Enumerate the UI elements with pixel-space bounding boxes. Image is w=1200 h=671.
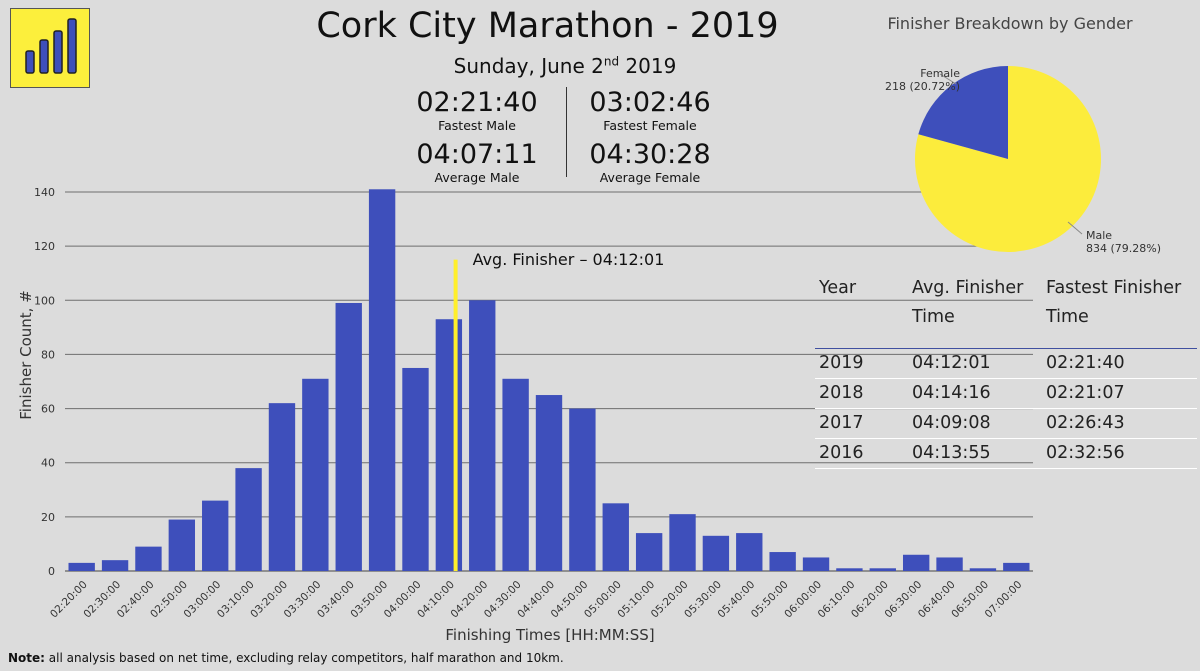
bar (368, 189, 396, 572)
x-tick-label: 07:00:00 (983, 579, 1025, 621)
fastest-male-kpi: 02:21:40 Fastest Male (407, 88, 547, 134)
y-tick-label: 0 (48, 565, 55, 578)
bar (302, 378, 329, 571)
bar (836, 568, 863, 571)
column-header-fastest-time: Fastest Finisher Time (1046, 274, 1197, 349)
bar (936, 557, 963, 571)
kpi-value: 03:02:46 (589, 87, 711, 118)
male-slice-label: Male 834 (79.28%) (1086, 229, 1162, 255)
female-slice-label: Female 218 (20.72%) (884, 67, 960, 93)
bar (268, 403, 296, 571)
kpi-value: 04:07:11 (416, 139, 538, 170)
y-tick-label: 80 (41, 348, 55, 361)
bar (669, 514, 696, 571)
table-cell: 02:32:56 (1046, 438, 1197, 469)
table-cell: 04:12:01 (912, 348, 1046, 379)
table-cell: 02:26:43 (1046, 408, 1197, 439)
average-male-kpi: 04:07:11 Average Male (407, 140, 547, 186)
bar (435, 319, 463, 571)
table-cell: 2019 (815, 348, 912, 379)
y-axis-title: Finisher Count, # (17, 290, 35, 420)
fastest-female-kpi: 03:02:46 Fastest Female (580, 88, 720, 134)
pie-slice-female (918, 66, 1008, 159)
male-leader-line (1067, 221, 1083, 235)
table-cell: 02:21:07 (1046, 378, 1197, 409)
bar (402, 367, 429, 571)
female-leader-line (939, 73, 957, 85)
bar-chart-logo-icon (10, 8, 90, 88)
y-tick-label: 100 (34, 294, 55, 307)
bar (802, 557, 830, 571)
table-row: 2018 04:14:16 02:21:07 (815, 378, 1197, 409)
table-cell: 2016 (815, 438, 912, 469)
y-tick-label: 140 (34, 186, 55, 199)
y-tick-label: 20 (41, 511, 55, 524)
table-row: 2016 04:13:55 02:32:56 (815, 438, 1197, 469)
history-table: Year Avg. Finisher Time Fastest Finisher… (815, 274, 1197, 469)
kpi-divider (566, 87, 567, 177)
bar (869, 568, 896, 571)
kpi-label: Fastest Female (603, 118, 697, 133)
column-header-year: Year (815, 274, 912, 349)
x-axis-title: Finishing Times [HH:MM:SS] (445, 626, 654, 644)
gender-pie-chart (915, 66, 1101, 252)
bar (569, 408, 596, 571)
kpi-label: Fastest Male (438, 118, 516, 133)
average-female-kpi: 04:30:28 Average Female (580, 140, 720, 186)
bar (736, 533, 763, 571)
table-cell: 2018 (815, 378, 912, 409)
page-subtitle: Sunday, June 2nd 2019 (453, 54, 677, 78)
table-cell: 04:14:16 (912, 378, 1046, 409)
bar (235, 468, 262, 571)
kpi-value: 04:30:28 (589, 139, 711, 170)
kpi-value: 02:21:40 (416, 87, 538, 118)
table-cell: 04:13:55 (912, 438, 1046, 469)
column-header-avg-time: Avg. Finisher Time (912, 274, 1046, 349)
bar (635, 533, 663, 571)
y-tick-label: 120 (34, 240, 55, 253)
bar (502, 378, 529, 571)
bar (702, 535, 730, 571)
page-title: Cork City Marathon - 2019 (316, 6, 779, 46)
table-row: 2017 04:09:08 02:26:43 (815, 408, 1197, 439)
table-cell: 04:09:08 (912, 408, 1046, 439)
kpi-label: Average Female (599, 170, 701, 185)
bar (68, 562, 95, 571)
bar (535, 395, 563, 571)
table-header-row: Year Avg. Finisher Time Fastest Finisher… (815, 274, 1197, 349)
table-cell: 2017 (815, 408, 912, 439)
table-cell: 02:21:40 (1046, 348, 1197, 379)
bar (335, 302, 362, 571)
pie-chart-title: Finisher Breakdown by Gender (887, 14, 1133, 33)
bar (168, 519, 196, 571)
kpi-label: Average Male (434, 170, 520, 185)
bar (469, 300, 496, 571)
y-tick-label: 40 (41, 457, 55, 470)
table-row: 2019 04:12:01 02:21:40 (815, 348, 1197, 379)
bar (902, 554, 930, 571)
bar (135, 546, 162, 571)
bar (1003, 562, 1030, 571)
bar (969, 568, 997, 571)
bar (202, 500, 229, 571)
bar (602, 503, 629, 571)
bar (101, 560, 129, 571)
footnote: Note: all analysis based on net time, ex… (8, 651, 564, 665)
average-finisher-annotation: Avg. Finisher – 04:12:01 (473, 250, 665, 269)
y-tick-label: 60 (41, 403, 55, 416)
bar (769, 552, 796, 571)
